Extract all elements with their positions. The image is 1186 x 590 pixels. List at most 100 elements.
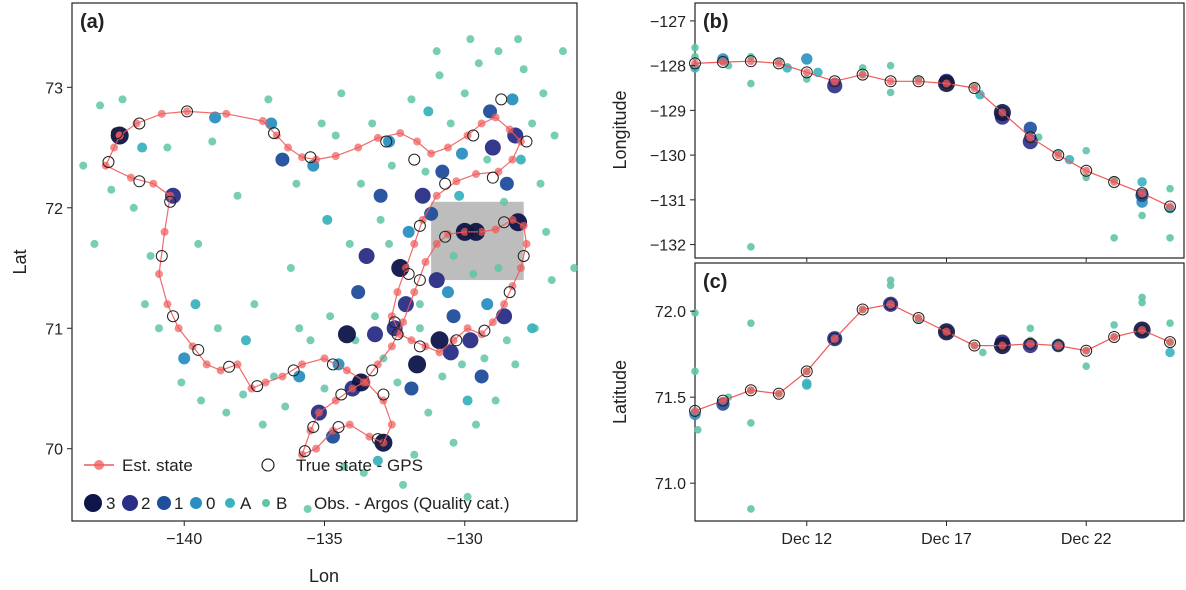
est-state-point — [348, 384, 357, 393]
est-state-point — [914, 77, 923, 86]
gps-point — [503, 286, 516, 299]
est-state-point — [258, 117, 267, 126]
obs-point-cat-B — [410, 450, 419, 459]
obs-point-cat-B — [258, 420, 267, 429]
gps-point — [133, 175, 146, 188]
obs-point-cat-B — [317, 119, 326, 128]
gps-point — [102, 156, 115, 169]
obs-point-cat-B — [424, 408, 433, 417]
gps-point — [133, 117, 146, 130]
est-state-point — [998, 108, 1007, 117]
est-state-point — [314, 408, 323, 417]
highlight-box — [431, 201, 524, 281]
y-tick-label: −127 — [650, 14, 686, 31]
est-state-point — [298, 153, 307, 162]
obs-point-cat-1 — [275, 152, 290, 167]
obs-point-cat-B — [438, 372, 447, 381]
obs-point-cat-B — [1166, 184, 1174, 193]
obs-point-cat-B — [511, 360, 520, 369]
obs-point-cat-B — [146, 251, 155, 260]
est-state-point — [328, 426, 337, 435]
est-state-point — [774, 389, 783, 398]
panel-a-xlabel: Lon — [309, 566, 339, 586]
gps-point — [408, 153, 421, 166]
gps-point — [996, 106, 1009, 119]
est-state-point — [174, 324, 183, 333]
legend-catB-marker — [262, 499, 270, 507]
est-state-point — [508, 155, 517, 164]
est-state-point — [718, 58, 727, 67]
gps-point — [744, 55, 757, 68]
gps-point — [1164, 336, 1177, 349]
obs-point-cat-0 — [455, 147, 468, 160]
obs-point-cat-B — [536, 179, 545, 188]
est-state-point — [942, 327, 951, 336]
gps-point — [332, 421, 345, 434]
obs-point-cat-B — [1082, 146, 1090, 155]
est-state-point — [858, 305, 867, 314]
est-state-point — [393, 288, 402, 297]
est-state-point — [432, 239, 441, 248]
est-state-point — [284, 143, 293, 152]
est-state-point — [1054, 341, 1063, 350]
obs-point-cat-B — [239, 390, 248, 399]
obs-point-cat-2 — [414, 187, 431, 204]
gps-point — [371, 433, 384, 446]
gps-point — [495, 93, 508, 106]
obs-point-cat-A — [1064, 154, 1075, 165]
gps-point — [716, 394, 729, 407]
est-state-point — [387, 420, 396, 429]
obs-point-cat-B — [222, 408, 231, 417]
obs-point-cat-2 — [367, 326, 383, 343]
obs-point-cat-B — [208, 137, 217, 146]
est-state-point — [491, 225, 500, 234]
panel-c-label: (c) — [703, 271, 727, 293]
gps-point — [181, 105, 194, 118]
obs-point-cat-B — [558, 47, 567, 56]
legend-cat0-marker — [190, 497, 202, 509]
est-state-point — [443, 230, 452, 239]
gps-point — [912, 312, 925, 325]
legend-obs-label: Obs. - Argos (Quality cat.) — [314, 494, 510, 513]
obs-point-cat-A — [975, 89, 985, 100]
gps-point — [1136, 324, 1149, 337]
obs-point-cat-B — [1138, 298, 1146, 307]
obs-point-cat-B — [474, 59, 483, 68]
obs-point-cat-B — [449, 251, 458, 260]
est-state-point — [233, 360, 242, 369]
obs-point-cat-0 — [402, 225, 415, 238]
obs-point-cat-B — [303, 504, 312, 513]
est-state-point — [183, 107, 192, 116]
obs-point-cat-B — [320, 384, 329, 393]
obs-point-cat-B — [1166, 234, 1174, 242]
est-state-point — [830, 334, 839, 343]
obs-point-cat-B — [542, 227, 551, 236]
obs-point-cat-B — [107, 185, 116, 194]
est-state-point — [110, 143, 119, 152]
est-state-point — [435, 348, 444, 357]
legend-cat2-label: 2 — [141, 494, 150, 513]
obs-point-cat-B — [724, 61, 733, 70]
legend-cat1-marker — [157, 496, 171, 510]
y-tick-label: 70 — [45, 442, 63, 459]
obs-point-cat-1 — [373, 188, 388, 203]
obs-point-cat-B — [979, 348, 987, 357]
obs-point-cat-2 — [484, 139, 501, 156]
est-state-point — [970, 84, 979, 92]
panel-c-frame — [694, 262, 1185, 522]
est-state-point — [320, 354, 329, 363]
gps-point — [1080, 344, 1093, 357]
gps-point — [940, 325, 953, 338]
panel-c: 71.0 71.5 72.0 Dec 12 Dec 17 Dec 22 (c) Latit… — [610, 262, 1185, 548]
gps-point — [828, 75, 841, 88]
gps-point — [1052, 339, 1065, 352]
gps-point — [251, 380, 264, 393]
legend-cat2-marker — [122, 495, 138, 511]
est-state-point — [858, 70, 867, 79]
y-tick-label: 72.0 — [655, 304, 686, 321]
est-state-point — [166, 191, 175, 200]
gps-point — [268, 127, 280, 140]
obs-point-cat-B — [345, 239, 354, 248]
obs-point-cat-B — [118, 95, 127, 104]
